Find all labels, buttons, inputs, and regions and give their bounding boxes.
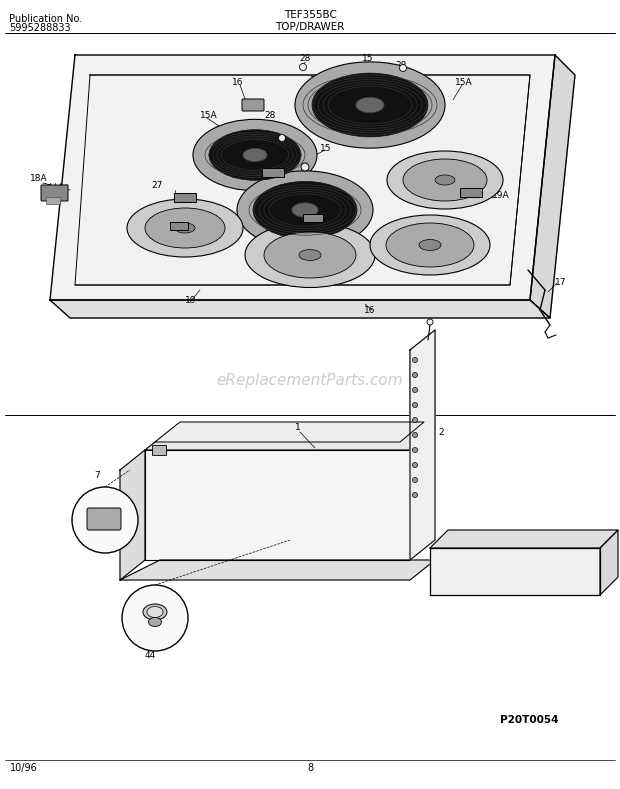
- Polygon shape: [430, 548, 600, 595]
- Ellipse shape: [264, 232, 356, 278]
- Text: 1: 1: [295, 422, 301, 432]
- Polygon shape: [155, 422, 424, 442]
- Polygon shape: [600, 530, 618, 595]
- FancyBboxPatch shape: [46, 197, 60, 204]
- Polygon shape: [50, 55, 555, 300]
- Text: 10/96: 10/96: [10, 763, 38, 773]
- Polygon shape: [50, 300, 550, 318]
- Text: 18A: 18A: [30, 174, 48, 182]
- Text: 28: 28: [395, 61, 406, 69]
- Ellipse shape: [193, 119, 317, 191]
- Text: 15A: 15A: [200, 110, 218, 119]
- Text: 7: 7: [102, 540, 108, 549]
- FancyBboxPatch shape: [303, 214, 323, 222]
- Text: 15A: 15A: [455, 77, 472, 87]
- Ellipse shape: [403, 159, 487, 201]
- Circle shape: [299, 63, 306, 70]
- FancyBboxPatch shape: [87, 508, 121, 530]
- Ellipse shape: [435, 175, 455, 185]
- Text: 16: 16: [232, 77, 244, 87]
- Ellipse shape: [387, 151, 503, 209]
- Text: 28: 28: [264, 110, 275, 119]
- Text: 28: 28: [299, 54, 311, 62]
- Text: 44: 44: [149, 635, 161, 645]
- Circle shape: [412, 462, 417, 468]
- Ellipse shape: [209, 129, 301, 181]
- Text: 27: 27: [245, 184, 257, 193]
- Polygon shape: [530, 55, 575, 318]
- Ellipse shape: [299, 249, 321, 260]
- Ellipse shape: [245, 222, 375, 287]
- Circle shape: [412, 402, 417, 407]
- FancyBboxPatch shape: [41, 185, 68, 201]
- Polygon shape: [410, 330, 435, 560]
- Ellipse shape: [149, 618, 161, 626]
- Ellipse shape: [356, 97, 384, 113]
- Ellipse shape: [237, 171, 373, 249]
- Ellipse shape: [292, 203, 318, 217]
- Text: 27: 27: [148, 235, 159, 245]
- Polygon shape: [145, 430, 435, 450]
- Text: 15: 15: [320, 144, 332, 152]
- Circle shape: [412, 357, 417, 362]
- Text: 7: 7: [94, 470, 100, 480]
- Text: 15: 15: [362, 54, 373, 62]
- Ellipse shape: [295, 62, 445, 148]
- FancyBboxPatch shape: [262, 168, 284, 177]
- Ellipse shape: [147, 607, 163, 618]
- Text: 27: 27: [151, 181, 162, 189]
- Circle shape: [399, 65, 407, 72]
- Text: 2: 2: [438, 428, 444, 436]
- Ellipse shape: [419, 240, 441, 250]
- Circle shape: [72, 487, 138, 553]
- Ellipse shape: [143, 604, 167, 620]
- Bar: [152, 445, 166, 455]
- Circle shape: [122, 585, 188, 651]
- Text: P20T0054: P20T0054: [500, 715, 559, 725]
- Polygon shape: [120, 560, 435, 580]
- Circle shape: [412, 477, 417, 483]
- FancyBboxPatch shape: [242, 99, 264, 111]
- Text: 28: 28: [295, 166, 306, 174]
- Polygon shape: [120, 450, 145, 580]
- FancyBboxPatch shape: [460, 188, 482, 197]
- Text: 44: 44: [144, 650, 156, 660]
- Polygon shape: [145, 450, 410, 560]
- Ellipse shape: [175, 223, 195, 233]
- Text: 19A: 19A: [492, 190, 510, 200]
- Text: TOP/DRAWER: TOP/DRAWER: [275, 22, 345, 32]
- Ellipse shape: [370, 215, 490, 275]
- Circle shape: [412, 492, 417, 498]
- Text: 4: 4: [575, 554, 580, 563]
- Text: Publication No.: Publication No.: [9, 14, 82, 24]
- Ellipse shape: [253, 181, 357, 238]
- Ellipse shape: [386, 223, 474, 267]
- Ellipse shape: [145, 208, 225, 248]
- Ellipse shape: [243, 148, 267, 162]
- Circle shape: [412, 372, 417, 377]
- Text: 19A: 19A: [155, 211, 172, 219]
- Ellipse shape: [312, 73, 428, 137]
- Text: 19: 19: [185, 296, 197, 305]
- FancyBboxPatch shape: [174, 193, 196, 202]
- Text: 27: 27: [335, 193, 347, 203]
- Circle shape: [412, 417, 417, 422]
- Text: TEF355BC: TEF355BC: [283, 10, 337, 20]
- Text: 19: 19: [310, 76, 322, 84]
- Circle shape: [412, 447, 417, 453]
- Text: eReplacementParts.com: eReplacementParts.com: [216, 372, 404, 387]
- Text: 8: 8: [307, 763, 313, 773]
- Polygon shape: [430, 530, 618, 548]
- Text: 16: 16: [365, 305, 376, 315]
- Text: 5995288833: 5995288833: [9, 23, 71, 33]
- Circle shape: [278, 134, 285, 141]
- Polygon shape: [410, 330, 435, 450]
- FancyBboxPatch shape: [170, 222, 188, 230]
- Ellipse shape: [127, 199, 243, 257]
- Circle shape: [412, 387, 417, 392]
- Circle shape: [412, 432, 417, 437]
- Circle shape: [427, 319, 433, 325]
- Text: 17: 17: [555, 278, 567, 286]
- Circle shape: [301, 163, 309, 171]
